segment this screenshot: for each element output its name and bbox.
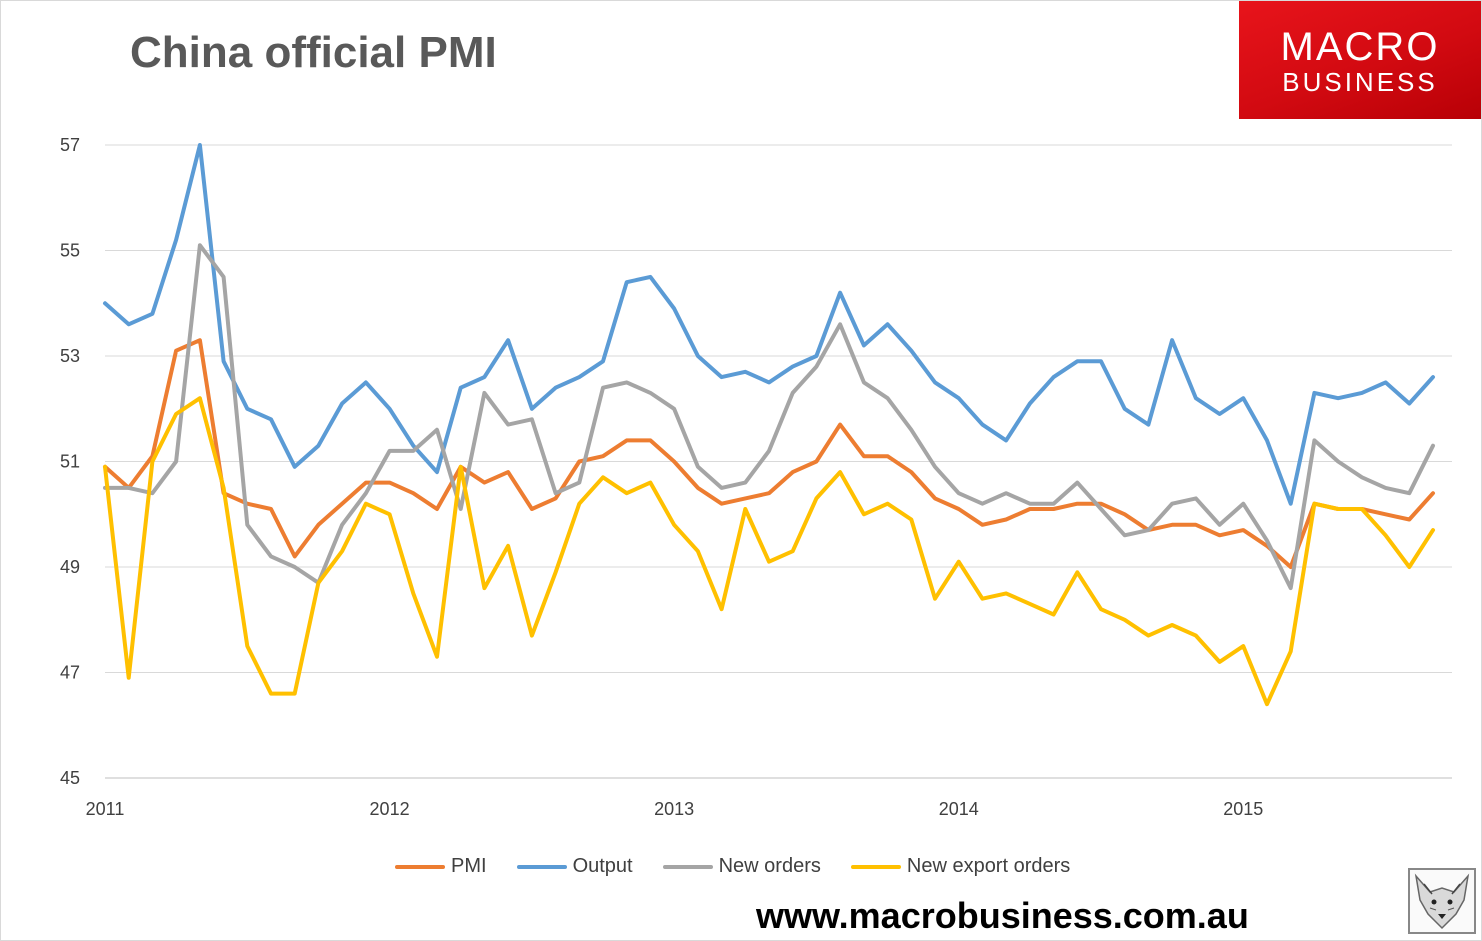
y-tick-label: 53 [60, 346, 80, 366]
series-line-new-export-orders [103, 396, 1435, 707]
series-line-output [103, 143, 1435, 506]
x-tick-label: 2015 [1223, 799, 1263, 819]
x-tick-label: 2012 [370, 799, 410, 819]
y-tick-label: 45 [60, 768, 80, 788]
x-tick-label: 2014 [939, 799, 979, 819]
legend-label: New export orders [906, 855, 1071, 877]
series-line-pmi [103, 338, 1435, 569]
chart-legend: PMI Output New orders New export orders [395, 855, 1070, 878]
x-tick-label: 2013 [654, 799, 694, 819]
legend-label: PMI [451, 855, 487, 877]
macrobusiness-logo: MACRO BUSINESS [1239, 1, 1481, 119]
chart-title: China official PMI [130, 28, 497, 77]
legend-swatch [850, 864, 901, 869]
legend-label: New orders [718, 855, 821, 877]
y-tick-label: 49 [60, 557, 80, 577]
y-tick-label: 55 [60, 241, 80, 261]
legend-item: Output [516, 855, 633, 878]
fox-mascot-icon [1408, 868, 1476, 934]
legend-label: Output [572, 855, 633, 877]
legend-item: New orders [662, 855, 821, 878]
legend-item: PMI [395, 855, 487, 878]
legend-swatch [516, 864, 567, 869]
logo-line-1: MACRO [1280, 25, 1440, 69]
y-tick-label: 57 [60, 135, 80, 155]
x-tick-label: 2011 [86, 799, 125, 819]
y-tick-label: 47 [60, 663, 80, 683]
series-line-new-orders [103, 243, 1435, 591]
legend-item: New export orders [850, 855, 1071, 878]
website-url: www.macrobusiness.com.au [756, 895, 1249, 936]
legend-swatch [662, 864, 713, 869]
legend-swatch [395, 864, 445, 869]
y-tick-label: 51 [60, 452, 80, 472]
logo-line-2: BUSINESS [1282, 67, 1438, 97]
